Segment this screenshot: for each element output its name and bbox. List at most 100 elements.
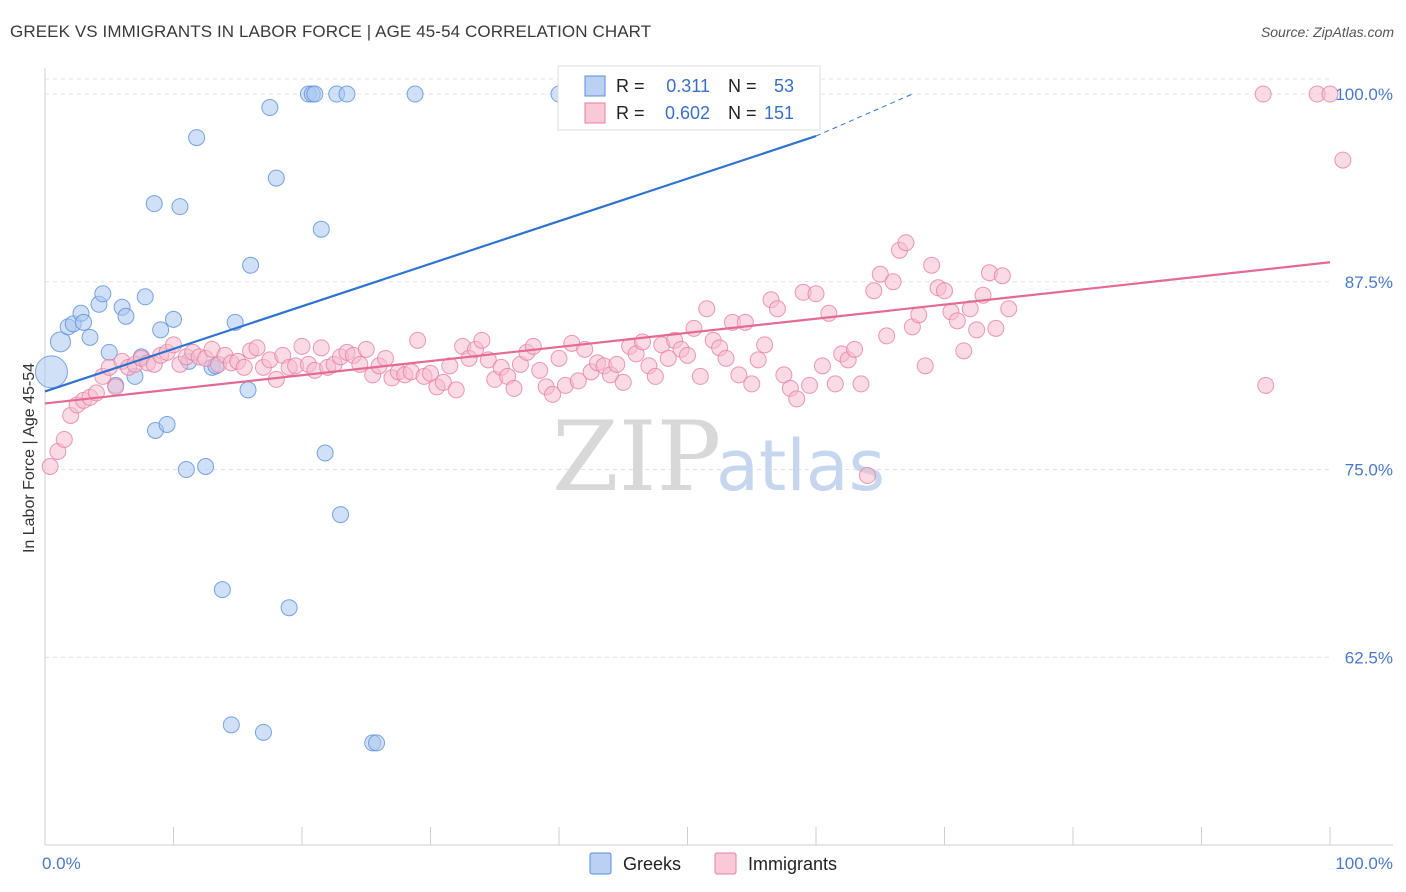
immigrants-point (910, 306, 928, 324)
immigrants-point (987, 319, 1005, 337)
immigrants-point (293, 337, 311, 355)
immigrants-point (923, 256, 941, 274)
x-tick-labels: 0.0% 100.0% (42, 854, 1393, 873)
bottom-legend-swatch (589, 852, 612, 875)
axes (44, 68, 1393, 846)
immigrants-point (897, 234, 915, 252)
immigrants-point (377, 349, 395, 367)
immigrants-point (1254, 85, 1272, 103)
immigrants-point (756, 336, 774, 354)
greeks-point (338, 85, 356, 103)
trend-lines (44, 93, 1331, 405)
immigrants-point (1257, 376, 1275, 394)
greeks-point (312, 220, 330, 238)
greeks-point (81, 328, 99, 346)
greeks-point (165, 310, 182, 328)
immigrants-point (698, 300, 716, 318)
immigrants-point (871, 265, 889, 283)
greeks-point (171, 198, 189, 216)
watermark-zip: ZIP (552, 401, 721, 513)
bottom-legend: Greeks Immigrants (589, 852, 837, 875)
greeks-point (117, 307, 135, 325)
immigrants-point (801, 376, 819, 394)
greeks-point (197, 458, 215, 476)
x-tick-label: 0.0% (42, 854, 81, 873)
immigrants-point (846, 340, 864, 358)
immigrants-point (646, 367, 664, 385)
greeks-point (94, 285, 112, 303)
legend-n-value: 151 (764, 103, 794, 123)
immigrants-point (1000, 300, 1018, 318)
immigrants-point (659, 349, 677, 367)
immigrants-point (165, 336, 182, 354)
y-tick-label: 62.5% (1345, 648, 1393, 667)
immigrants-point (884, 273, 902, 291)
immigrants-point (608, 355, 626, 373)
y-tick-label: 87.5% (1345, 273, 1393, 292)
immigrants-point (916, 357, 934, 375)
greeks-point (188, 129, 206, 147)
greeks-point (332, 506, 350, 524)
immigrants-point (730, 366, 748, 384)
immigrants-point (743, 375, 761, 393)
immigrants-point (1321, 85, 1339, 103)
immigrants-point (858, 467, 876, 485)
greeks-trend-line (44, 135, 817, 393)
immigrants-point (865, 282, 883, 300)
greeks-point (145, 195, 163, 213)
bottom-legend-label: Greeks (623, 854, 681, 874)
greeks-point (368, 734, 386, 752)
immigrants-trend-line (44, 261, 1331, 405)
legend-box: R = 0.311 N = 53 R = 0.602 N = 151 (557, 65, 821, 131)
immigrants-point (679, 346, 696, 364)
immigrants-point (55, 430, 73, 448)
legend-swatch (584, 75, 606, 97)
y-tick-label: 75.0% (1345, 461, 1393, 480)
source-label: Source: ZipAtlas.com (1260, 24, 1394, 40)
x-tick-label: 100.0% (1335, 854, 1393, 873)
immigrants-point (473, 331, 491, 349)
greeks-point (75, 313, 93, 331)
greeks-point (306, 85, 324, 103)
legend-r-label: R = (616, 76, 645, 96)
greeks-point (213, 581, 231, 599)
immigrants-point (813, 357, 831, 375)
greeks-point (34, 355, 68, 389)
immigrants-point (107, 378, 125, 396)
immigrants-point (550, 349, 568, 367)
immigrants-point (531, 361, 549, 379)
chart-title: GREEK VS IMMIGRANTS IN LABOR FORCE | AGE… (10, 22, 652, 41)
watermark: ZIP atlas (552, 401, 885, 513)
legend-r-value: 0.311 (666, 76, 710, 96)
immigrants-point (993, 267, 1011, 285)
immigrants-point (936, 282, 953, 300)
immigrants-point (852, 375, 870, 393)
greeks-point (254, 723, 272, 741)
legend-r-label: R = (616, 103, 645, 123)
y-tick-label: 100.0% (1335, 85, 1393, 104)
immigrants-point (614, 373, 632, 391)
legend-swatch (584, 102, 606, 124)
greeks-point (49, 331, 71, 353)
greeks-point (177, 461, 195, 479)
immigrants-point (807, 285, 825, 303)
greeks-point (152, 321, 170, 339)
watermark-atlas: atlas (716, 425, 885, 507)
immigrants-point (768, 300, 786, 318)
immigrants-point (434, 373, 452, 391)
immigrants-point (955, 342, 973, 360)
greeks-point (261, 99, 279, 117)
legend-n-label: N = (728, 103, 757, 123)
greeks-point (316, 444, 334, 462)
immigrants-point (749, 351, 767, 369)
immigrants-point (312, 339, 330, 357)
immigrants-point (968, 321, 986, 339)
immigrants-point (357, 340, 375, 358)
legend-r-value: 0.602 (665, 103, 710, 123)
greeks-point (239, 381, 257, 399)
greeks-point (242, 256, 260, 274)
immigrants-point (235, 358, 253, 376)
legend-n-value: 53 (774, 76, 794, 96)
immigrants-point (524, 337, 542, 355)
greeks-point (280, 599, 298, 617)
